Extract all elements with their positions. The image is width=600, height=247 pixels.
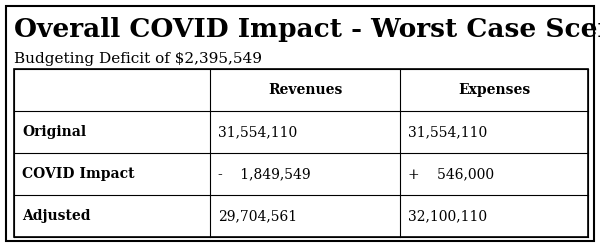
Text: 29,704,561: 29,704,561: [218, 209, 297, 223]
Text: Budgeting Deficit of $2,395,549: Budgeting Deficit of $2,395,549: [14, 52, 262, 66]
Text: -    1,849,549: - 1,849,549: [218, 167, 311, 181]
Text: Original: Original: [22, 125, 86, 139]
Bar: [14, 69, 588, 237]
Text: COVID Impact: COVID Impact: [22, 167, 134, 181]
Text: 31,554,110: 31,554,110: [218, 125, 297, 139]
Text: Revenues: Revenues: [268, 83, 342, 97]
Text: 31,554,110: 31,554,110: [408, 125, 487, 139]
Text: Expenses: Expenses: [458, 83, 530, 97]
Text: 32,100,110: 32,100,110: [408, 209, 487, 223]
Text: +    546,000: + 546,000: [408, 167, 494, 181]
Text: Adjusted: Adjusted: [22, 209, 91, 223]
Text: Overall COVID Impact - Worst Case Scenario: Overall COVID Impact - Worst Case Scenar…: [14, 17, 600, 42]
